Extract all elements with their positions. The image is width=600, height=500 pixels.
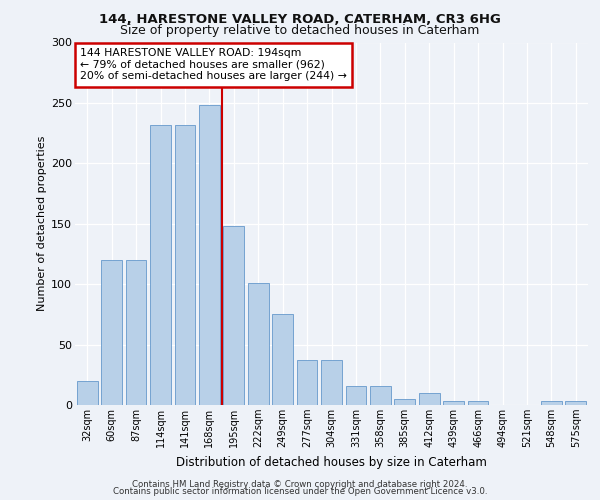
Bar [370,386,391,405]
Text: 144, HARESTONE VALLEY ROAD, CATERHAM, CR3 6HG: 144, HARESTONE VALLEY ROAD, CATERHAM, CR… [99,13,501,26]
Bar [467,402,488,405]
X-axis label: Distribution of detached houses by size in Caterham: Distribution of detached houses by size … [176,456,487,468]
Bar [419,393,440,405]
Bar [223,226,244,405]
Text: 144 HARESTONE VALLEY ROAD: 194sqm
← 79% of detached houses are smaller (962)
20%: 144 HARESTONE VALLEY ROAD: 194sqm ← 79% … [80,48,347,81]
Bar [296,360,317,405]
Y-axis label: Number of detached properties: Number of detached properties [37,136,47,312]
Bar [248,283,269,405]
Bar [541,402,562,405]
Bar [150,124,171,405]
Bar [101,260,122,405]
Bar [346,386,367,405]
Bar [199,106,220,405]
Bar [272,314,293,405]
Bar [565,402,586,405]
Bar [394,399,415,405]
Bar [443,402,464,405]
Text: Contains HM Land Registry data © Crown copyright and database right 2024.: Contains HM Land Registry data © Crown c… [132,480,468,489]
Text: Size of property relative to detached houses in Caterham: Size of property relative to detached ho… [121,24,479,37]
Bar [175,124,196,405]
Bar [77,381,98,405]
Bar [321,360,342,405]
Bar [125,260,146,405]
Text: Contains public sector information licensed under the Open Government Licence v3: Contains public sector information licen… [113,487,487,496]
